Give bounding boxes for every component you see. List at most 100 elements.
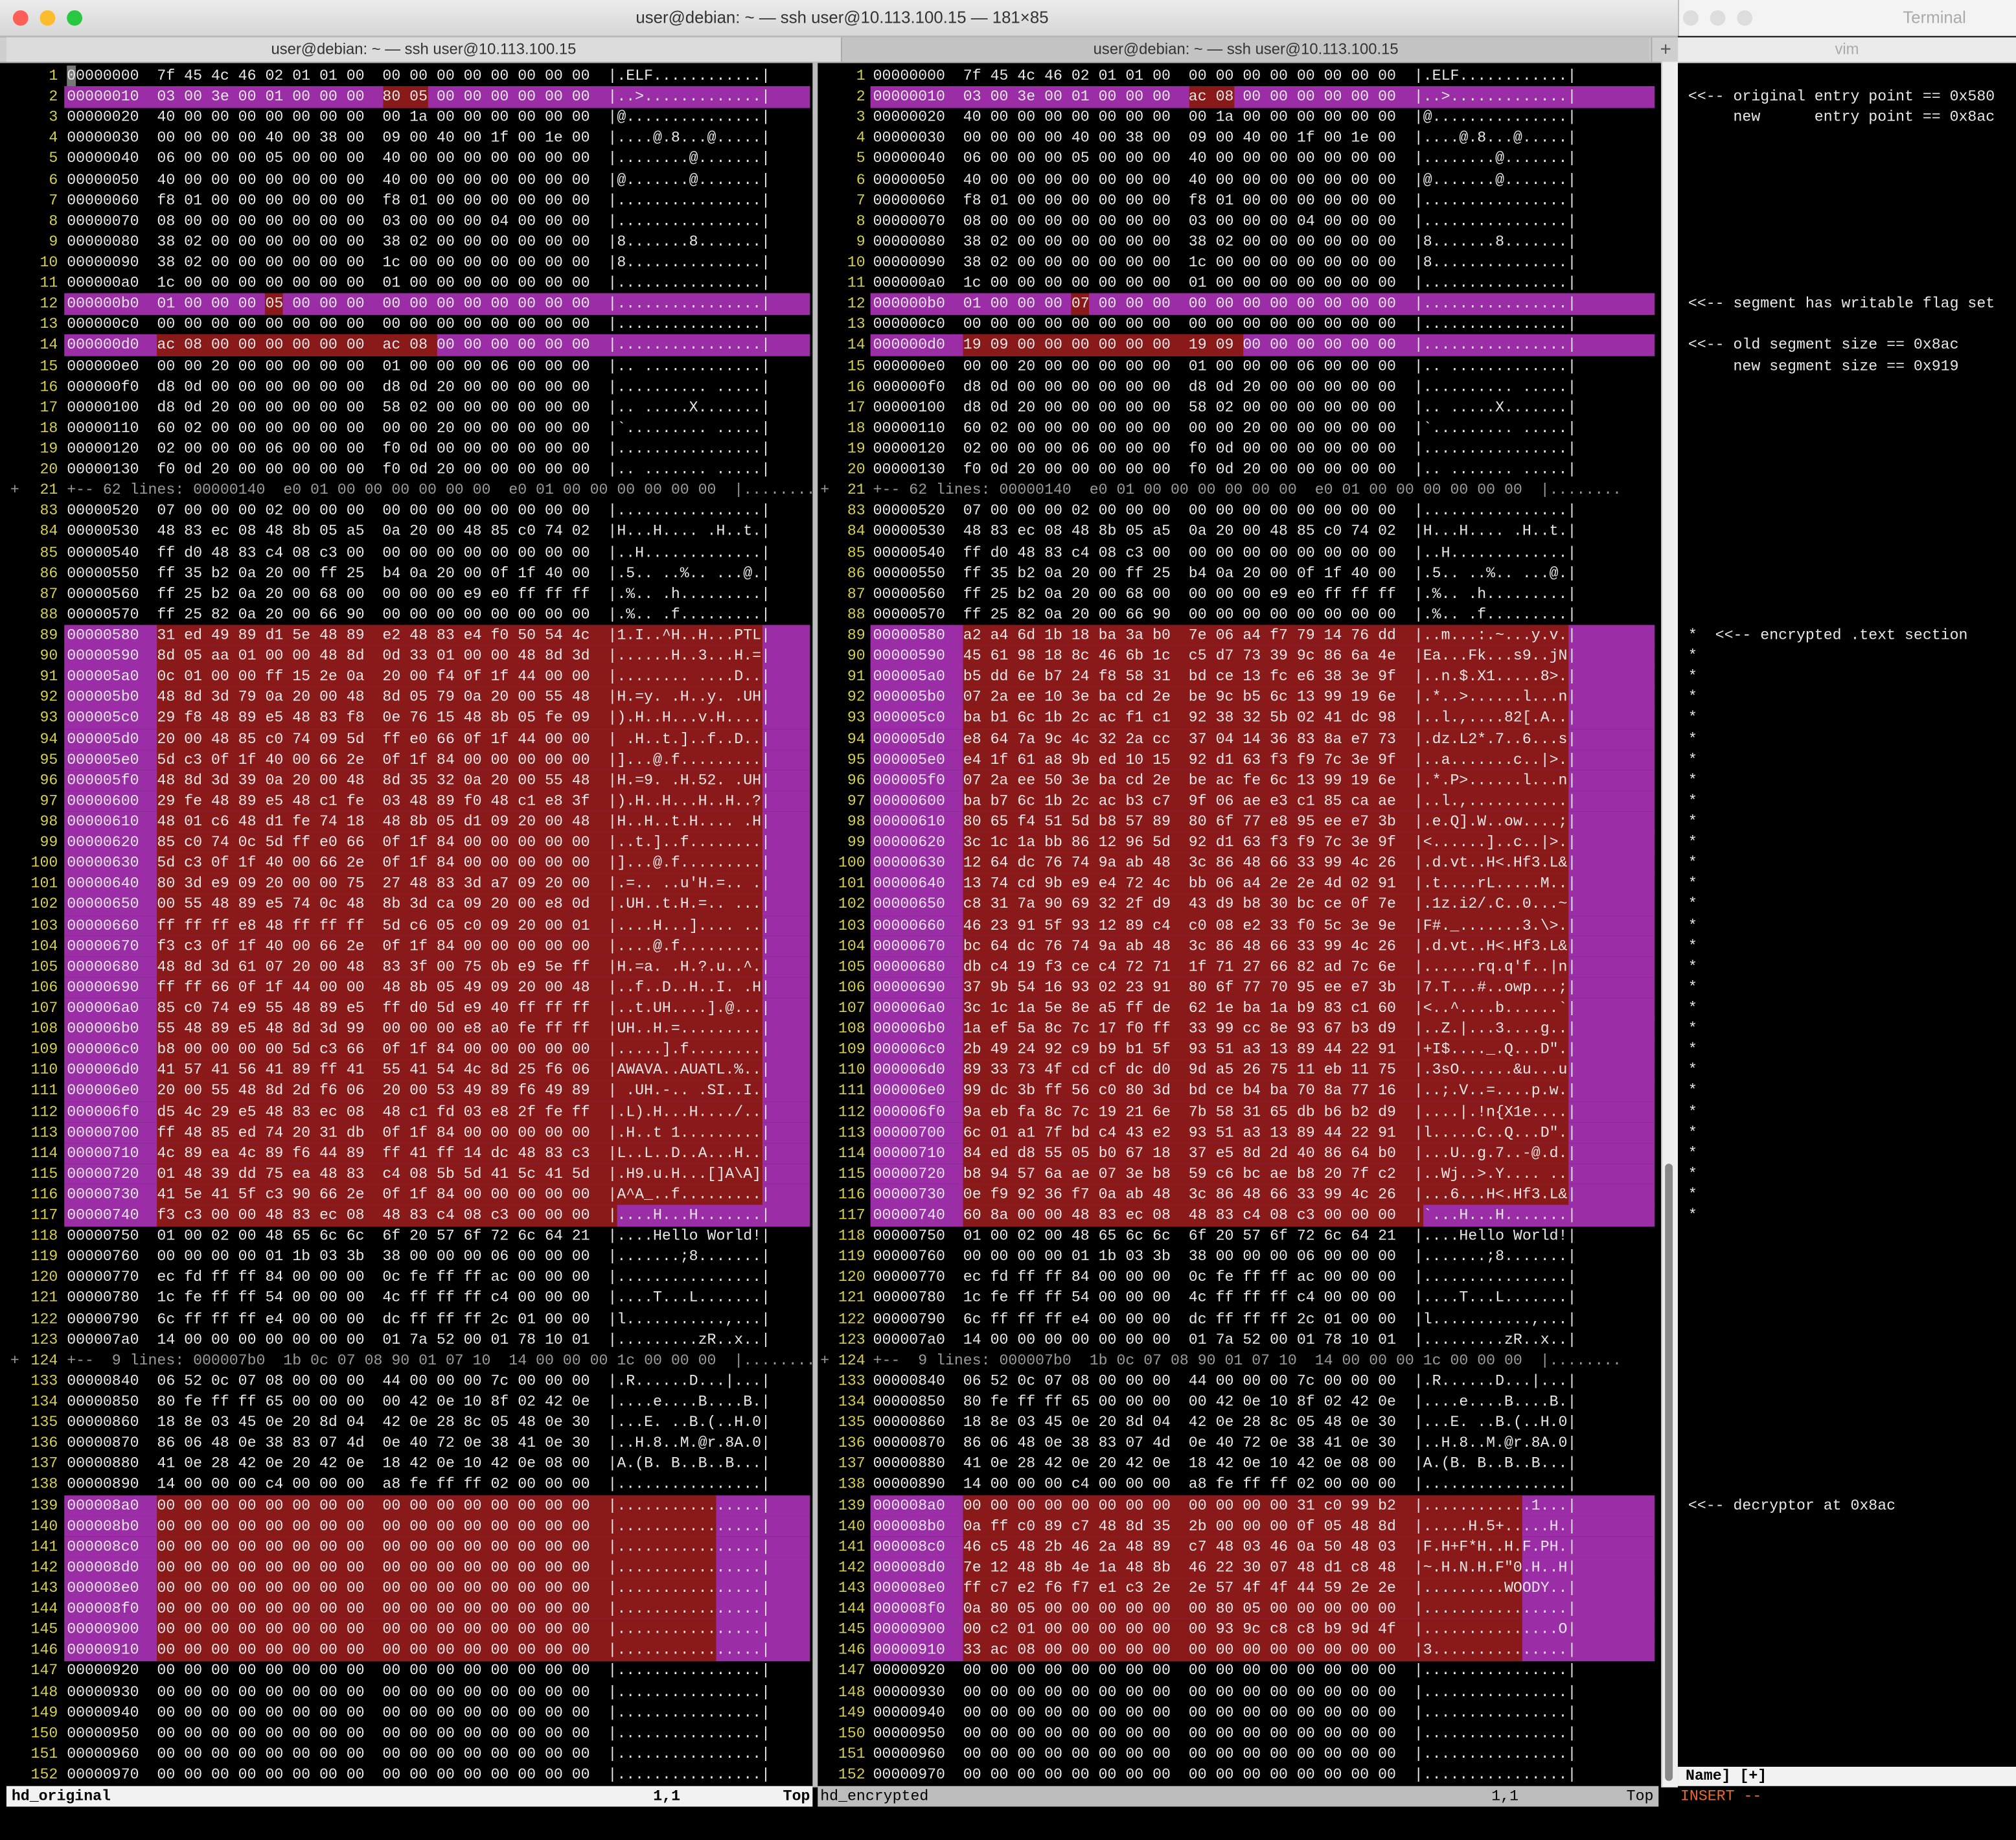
hex-line: 000000f0 d8 0d 00 00 00 00 00 00 d8 0d 2… bbox=[873, 377, 1577, 396]
diff-change bbox=[157, 1121, 762, 1144]
hex-line: 00000520 07 00 00 00 02 00 00 00 00 00 0… bbox=[67, 501, 770, 520]
hex-line: 00000960 00 00 00 00 00 00 00 00 00 00 0… bbox=[873, 1745, 1577, 1763]
hex-line: 00000110 60 02 00 00 00 00 00 00 00 00 2… bbox=[67, 419, 770, 437]
minimize-button[interactable] bbox=[40, 10, 56, 26]
hex-line: 00000910 33 ac 08 00 00 00 00 00 00 00 0… bbox=[873, 1641, 1577, 1659]
diff-change bbox=[963, 1184, 1568, 1206]
diff-change bbox=[963, 977, 1568, 998]
diff-change bbox=[157, 1619, 717, 1641]
diff-change bbox=[963, 728, 1568, 750]
hex-line: 00000850 80 fe ff ff 65 00 00 00 00 42 0… bbox=[67, 1392, 770, 1411]
fold-line: +-- 9 lines: 000007b0 1b 0c 07 08 90 01 … bbox=[67, 1351, 816, 1370]
line-number: 114 bbox=[838, 1144, 865, 1162]
hex-line: 00000860 18 8e 03 45 0e 20 8d 04 42 0e 2… bbox=[873, 1413, 1577, 1432]
tab[interactable]: user@debian: ~ — ssh user@10.113.100.15 bbox=[842, 37, 1650, 62]
hex-line: 00000620 3c 1c 1a bb 86 12 96 5d 92 d1 6… bbox=[873, 833, 1577, 851]
hex-line: 00000710 4c 89 ea 4c 89 f6 44 89 ff 41 f… bbox=[67, 1144, 770, 1162]
hex-line: 000006f0 9a eb fa 8c 7c 19 21 6e 7b 58 3… bbox=[873, 1102, 1577, 1121]
hex-line: 00000590 45 61 98 18 8c 46 6b 1c c5 d7 7… bbox=[873, 647, 1577, 665]
annotation: <<-- old segment size == 0x8ac bbox=[1688, 336, 1959, 354]
close-button[interactable] bbox=[1682, 10, 1699, 26]
hex-line: 000008b0 0a ff c0 89 c7 48 8d 35 2b 00 0… bbox=[873, 1517, 1577, 1535]
diff-change bbox=[157, 1080, 762, 1102]
line-number: 16 bbox=[40, 377, 58, 396]
hex-line: 00000120 02 00 00 00 06 00 00 00 f0 0d 0… bbox=[873, 439, 1577, 458]
line-number: 135 bbox=[30, 1413, 58, 1432]
line-number: 2 bbox=[856, 87, 865, 106]
hex-line: 00000090 38 02 00 00 00 00 00 00 1c 00 0… bbox=[873, 253, 1577, 271]
diff-highlight bbox=[64, 86, 810, 108]
line-number: 15 bbox=[40, 356, 58, 375]
hex-line: 00000790 6c ff ff ff e4 00 00 00 dc ff f… bbox=[67, 1309, 770, 1328]
diff-change bbox=[157, 1018, 762, 1040]
diff-change bbox=[1071, 293, 1090, 315]
hex-line: 000005d0 e8 64 7a 9c 4c 32 2a cc 37 04 1… bbox=[873, 730, 1577, 748]
line-number: 149 bbox=[838, 1703, 865, 1721]
diff-change bbox=[963, 645, 1568, 667]
diff-change bbox=[157, 1142, 762, 1164]
hex-line: 000005d0 20 00 48 85 c0 74 09 5d ff e0 6… bbox=[67, 730, 770, 748]
hex-line: 00000900 00 00 00 00 00 00 00 00 00 00 0… bbox=[67, 1620, 770, 1639]
hex-line: 00000910 00 00 00 00 00 00 00 00 00 00 0… bbox=[67, 1641, 770, 1659]
line-number: 15 bbox=[847, 356, 865, 375]
diff-change bbox=[157, 1163, 762, 1185]
line-number: 14 bbox=[40, 336, 58, 354]
hex-line: 000005f0 07 2a ee 50 3e ba cd 2e be ac f… bbox=[873, 771, 1577, 790]
diff-change bbox=[963, 998, 1568, 1019]
annotation: * bbox=[1688, 1102, 1697, 1121]
tab[interactable]: user@debian: ~ — ssh user@10.113.100.15 bbox=[6, 37, 842, 62]
line-number: 89 bbox=[40, 626, 58, 645]
diff-change bbox=[963, 687, 1568, 709]
zoom-button[interactable] bbox=[67, 10, 83, 26]
line-number: 115 bbox=[30, 1164, 58, 1183]
diff-change bbox=[157, 1557, 717, 1579]
scrollbar-thumb[interactable] bbox=[1665, 1164, 1673, 1781]
hex-line: 000006b0 55 48 89 e5 48 8d 3d 99 00 00 0… bbox=[67, 1019, 770, 1038]
line-number: 10 bbox=[40, 253, 58, 271]
diff-change bbox=[963, 873, 1568, 895]
line-number: 11 bbox=[40, 273, 58, 292]
hex-line: 00000930 00 00 00 00 00 00 00 00 00 00 0… bbox=[873, 1683, 1577, 1701]
side-tab[interactable]: vim bbox=[1678, 37, 2016, 63]
line-number: 144 bbox=[30, 1600, 58, 1618]
hex-line: 000008a0 00 00 00 00 00 00 00 00 00 00 0… bbox=[67, 1496, 770, 1515]
line-number: 5 bbox=[856, 150, 865, 168]
line-number: 106 bbox=[838, 978, 865, 996]
hex-line: 00000610 80 65 f4 51 5d b8 57 89 80 6f 7… bbox=[873, 812, 1577, 831]
zoom-button[interactable] bbox=[1737, 10, 1753, 26]
hex-line: 00000750 01 00 02 00 48 65 6c 6c 6f 20 5… bbox=[67, 1226, 770, 1245]
window-title: user@debian: ~ — ssh user@10.113.100.15 … bbox=[636, 7, 1049, 27]
hex-line: 000006e0 20 00 55 48 8d 2d f6 06 20 00 5… bbox=[67, 1081, 770, 1100]
line-number: 12 bbox=[40, 294, 58, 313]
minimize-button[interactable] bbox=[1710, 10, 1726, 26]
status-position: 1,1 bbox=[1491, 1787, 1519, 1806]
line-number: 107 bbox=[838, 998, 865, 1017]
diff-change bbox=[157, 666, 762, 688]
hex-line: 00000690 37 9b 54 16 93 02 23 91 80 6f 7… bbox=[873, 978, 1577, 996]
diff-change bbox=[963, 956, 1568, 978]
line-number: 151 bbox=[838, 1745, 865, 1763]
line-number: 92 bbox=[847, 688, 865, 707]
line-number: 87 bbox=[40, 584, 58, 603]
hex-line: 000000a0 1c 00 00 00 00 00 00 00 01 00 0… bbox=[873, 273, 1577, 292]
close-button[interactable] bbox=[12, 10, 29, 26]
line-number: 111 bbox=[30, 1081, 58, 1100]
new-tab-button[interactable]: + bbox=[1651, 37, 1679, 62]
hex-line: 000006f0 d5 4c 29 e5 48 83 ec 08 48 c1 f… bbox=[67, 1102, 770, 1121]
hex-line: 000008b0 00 00 00 00 00 00 00 00 00 00 0… bbox=[67, 1517, 770, 1535]
line-number: 86 bbox=[40, 564, 58, 582]
line-number: 107 bbox=[30, 998, 58, 1017]
hex-line: 000005c0 ba b1 6c 1b 2c ac f1 c1 92 38 3… bbox=[873, 709, 1577, 728]
hex-line: 000000b0 01 00 00 00 07 00 00 00 00 00 0… bbox=[873, 294, 1577, 313]
hex-line: 000008d0 7e 12 48 8b 4e 1a 48 8b 46 22 3… bbox=[873, 1558, 1577, 1577]
diff-change bbox=[963, 1142, 1568, 1164]
line-number: 98 bbox=[847, 812, 865, 831]
hex-line: 00000860 18 8e 03 45 0e 20 8d 04 42 0e 2… bbox=[67, 1413, 770, 1432]
line-number: 133 bbox=[30, 1372, 58, 1390]
line-number: 150 bbox=[838, 1724, 865, 1742]
line-number: 83 bbox=[847, 501, 865, 520]
line-number: 6 bbox=[49, 170, 58, 189]
annotation: * bbox=[1688, 1061, 1697, 1079]
line-number: 117 bbox=[838, 1206, 865, 1225]
diff-change bbox=[157, 1640, 717, 1662]
